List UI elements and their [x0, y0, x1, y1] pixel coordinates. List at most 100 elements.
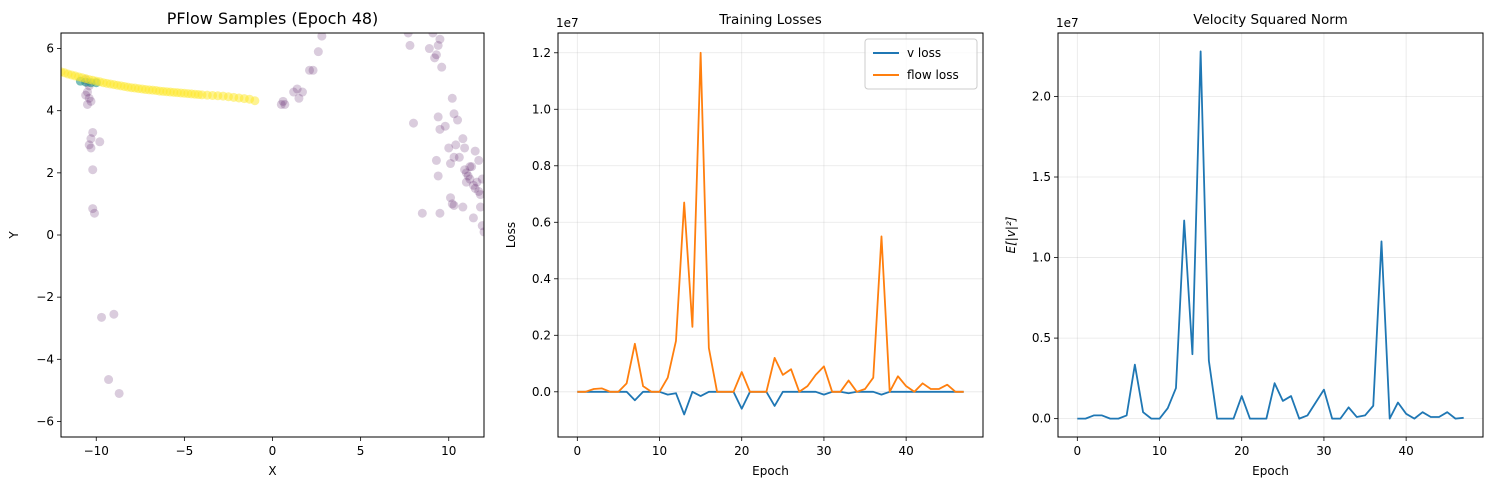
scatter-point: [86, 143, 96, 153]
y-tick-label: 1.0: [1032, 251, 1051, 265]
scatter-point: [433, 40, 443, 50]
scatter-point: [433, 112, 443, 122]
scatter-point: [440, 121, 450, 131]
scatter-point: [444, 143, 454, 153]
scatter-point: [461, 168, 471, 178]
scatter-point: [435, 34, 445, 44]
scatter-point: [460, 143, 470, 153]
scatter-point: [86, 134, 96, 144]
x-tick-label: 20: [1234, 444, 1249, 458]
scatter-point: [465, 162, 475, 172]
scatter-point: [458, 134, 468, 144]
scatter-point: [437, 62, 447, 72]
scatter-point: [446, 159, 456, 169]
x-axis-label: Epoch: [1252, 464, 1289, 478]
x-tick-label: 10: [441, 444, 456, 458]
y-tick-label: 1.5: [1032, 170, 1051, 184]
chart-title: Training Losses: [718, 12, 822, 28]
scatter-point: [405, 40, 415, 50]
y-tick-label: 0.4: [532, 272, 551, 286]
scatter-point: [417, 208, 427, 218]
y-tick-label: 4: [46, 104, 54, 118]
legend-label: v loss: [907, 46, 941, 60]
scatter-point: [81, 90, 91, 100]
x-axis-label: X: [268, 464, 276, 478]
scatter-point: [468, 180, 478, 190]
velocity-norm-panel: 0 10 20 30 40 0.0 0.5 1.0 1.5 2.0 Velocity Squared…: [1004, 12, 1484, 478]
scatter-point: [428, 33, 438, 38]
scatter-point: [297, 87, 307, 97]
scatter-point: [409, 118, 418, 128]
scatter-point: [289, 87, 299, 97]
x-tick-label: 0: [269, 444, 277, 458]
x-tick-label: 40: [898, 444, 913, 458]
scatter-point: [84, 93, 94, 103]
scatter-point: [313, 47, 323, 57]
y-tick-label: −6: [36, 414, 54, 428]
y-tick-label: 0.2: [532, 328, 551, 342]
scatter-point: [84, 140, 94, 150]
scatter-point: [465, 174, 475, 184]
scatter-point: [97, 312, 107, 322]
axis-offset-text: 1e7: [1056, 16, 1079, 30]
scatter-point: [88, 204, 98, 214]
y-tick-label: −4: [36, 352, 54, 366]
scatter-point: [479, 227, 484, 237]
scatter-point: [82, 99, 92, 109]
y-axis-label: Loss: [504, 222, 518, 248]
scatter-point: [451, 140, 461, 150]
y-axis-label: E[|v|²]: [1004, 216, 1018, 253]
data-layer: [1077, 50, 1464, 420]
scatter-point: [461, 177, 471, 187]
axis-offset-text: 1e7: [556, 16, 579, 30]
scatter-point: [446, 193, 456, 203]
data-layer: [61, 33, 484, 398]
scatter-point: [305, 65, 315, 75]
axes-frame: [1057, 32, 1484, 438]
scatter-point: [430, 53, 440, 63]
x-tick-label: 10: [1152, 444, 1167, 458]
scatter-point: [449, 109, 459, 119]
scatter-point: [88, 165, 98, 175]
y-tick-label: 1.2: [532, 46, 551, 60]
y-tick-label: 0: [46, 228, 54, 242]
series-line-velocity: [1077, 50, 1464, 420]
x-tick-label: 30: [816, 444, 831, 458]
scatter-panel: −10 −5 0 5 10 −6 −4 −2 0 2 4 6 PFlow Samples (Epoch …: [7, 9, 485, 478]
scatter-point: [82, 87, 92, 97]
scatter-point: [453, 115, 463, 125]
scatter-point: [458, 202, 468, 212]
scatter-point: [280, 99, 290, 109]
scatter-point: [435, 208, 445, 218]
scatter-point: [470, 183, 480, 193]
scatter-point: [88, 127, 98, 137]
x-axis-label: Epoch: [752, 464, 789, 478]
scatter-point: [433, 171, 443, 181]
scatter-point: [463, 171, 473, 181]
scatter-point: [431, 50, 441, 60]
x-tick-label: −5: [176, 444, 194, 458]
scatter-point: [424, 44, 434, 54]
scatter-point: [431, 155, 441, 165]
legend-label: flow loss: [907, 68, 959, 82]
y-tick-label: 2.0: [1032, 89, 1051, 103]
y-tick-label: 0.6: [532, 215, 551, 229]
scatter-point: [468, 213, 478, 223]
series-line-v-loss: [577, 390, 964, 416]
data-layer: [577, 51, 964, 416]
y-tick-label: 1.0: [532, 102, 551, 116]
scatter-point: [460, 165, 470, 175]
x-tick-label: 0: [573, 444, 581, 458]
series-line-flow-loss: [577, 51, 964, 393]
y-tick-label: 0.5: [1032, 331, 1051, 345]
scatter-point: [95, 137, 105, 147]
training-losses-panel: 0 10 20 30 40 0.0 0.2 0.4 0.6 0.8 1.0 1.2 Training L…: [504, 12, 984, 478]
scatter-point: [250, 96, 260, 106]
scatter-point: [435, 124, 445, 134]
scatter-point: [470, 146, 480, 156]
chart-title: PFlow Samples (Epoch 48): [167, 9, 379, 28]
y-tick-label: −2: [36, 290, 54, 304]
scatter-point: [449, 152, 459, 162]
legend-box: [864, 38, 978, 90]
